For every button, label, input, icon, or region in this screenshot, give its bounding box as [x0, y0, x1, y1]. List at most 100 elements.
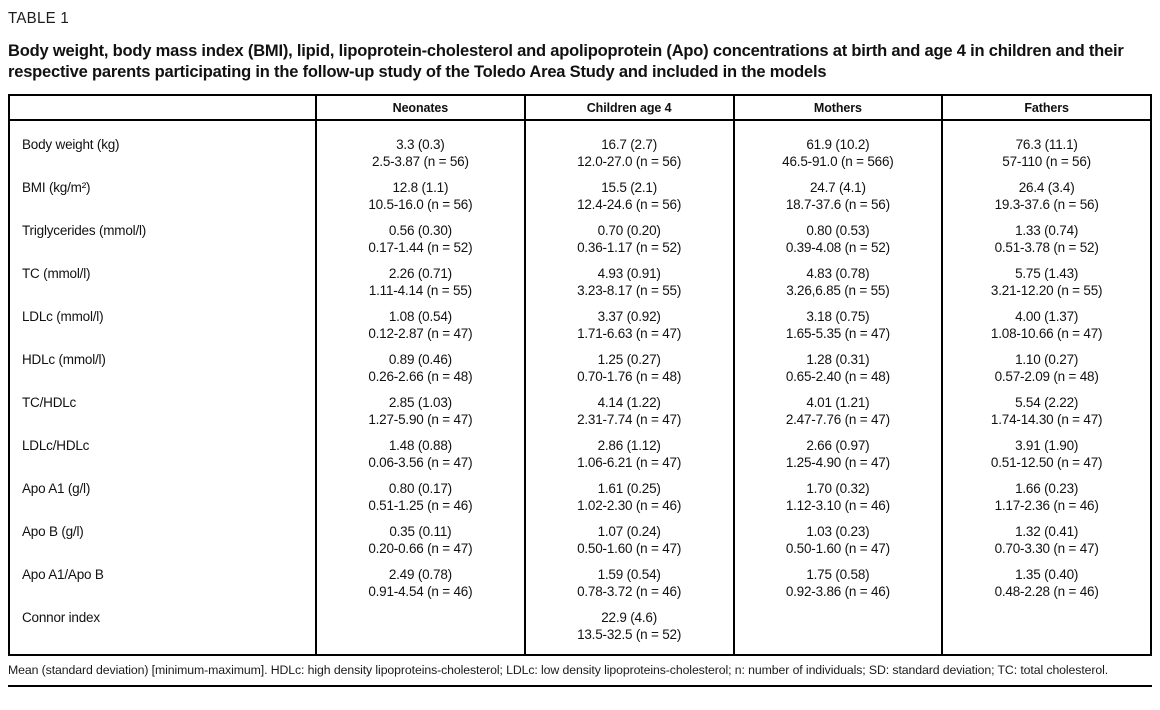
- cell-mean-sd: 1.48 (0.88): [388, 438, 452, 453]
- cell-range-n: 3.23-8.17 (n = 55): [577, 283, 682, 298]
- cell-mean-sd: 2.86 (1.12): [597, 438, 661, 453]
- cell-mean-sd: 1.66 (0.23): [1015, 481, 1079, 496]
- table-cell: 16.7 (2.7) 12.0-27.0 (n = 56): [526, 136, 733, 179]
- cell-mean-sd: 1.32 (0.41): [1015, 524, 1079, 539]
- cell-mean-sd: 4.93 (0.91): [597, 266, 661, 281]
- data-column-fathers: 76.3 (11.1) 57-110 (n = 56) 26.4 (3.4) 19.3…: [941, 121, 1150, 654]
- cell-mean-sd: 1.10 (0.27): [1015, 352, 1079, 367]
- table-cell: [317, 609, 524, 652]
- cell-mean-sd: 4.01 (1.21): [806, 395, 870, 410]
- cell-mean-sd: 5.54 (2.22): [1015, 395, 1079, 410]
- table-cell: 4.01 (1.21) 2.47-7.76 (n = 47): [735, 394, 942, 437]
- table-footnote: Mean (standard deviation) [minimum-maxim…: [8, 663, 1152, 687]
- table-cell: [943, 609, 1150, 652]
- cell-range-n: 0.26-2.66 (n = 48): [368, 369, 473, 384]
- table-cell: 22.9 (4.6) 13.5-32.5 (n = 52): [526, 609, 733, 652]
- table-cell: 2.26 (0.71) 1.11-4.14 (n = 55): [317, 265, 524, 308]
- table-cell: 1.35 (0.40) 0.48-2.28 (n = 46): [943, 566, 1150, 609]
- table-cell: 24.7 (4.1) 18.7-37.6 (n = 56): [735, 179, 942, 222]
- cell-range-n: 0.70-3.30 (n = 47): [994, 541, 1099, 556]
- cell-range-n: 1.71-6.63 (n = 47): [577, 326, 682, 341]
- cell-mean-sd: 16.7 (2.7): [601, 137, 658, 152]
- cell-range-n: 0.51-3.78 (n = 52): [994, 240, 1099, 255]
- cell-range-n: 1.11-4.14 (n = 55): [368, 283, 472, 298]
- cell-mean-sd: 0.89 (0.46): [388, 352, 452, 367]
- table-cell: 5.75 (1.43) 3.21-12.20 (n = 55): [943, 265, 1150, 308]
- cell-range-n: 0.78-3.72 (n = 46): [577, 584, 682, 599]
- table-cell: 26.4 (3.4) 19.3-37.6 (n = 56): [943, 179, 1150, 222]
- cell-range-n: 0.06-3.56 (n = 47): [368, 455, 473, 470]
- cell-range-n: 1.02-2.30 (n = 46): [577, 498, 682, 513]
- table-cell: 15.5 (2.1) 12.4-24.6 (n = 56): [526, 179, 733, 222]
- cell-range-n: 13.5-32.5 (n = 52): [577, 627, 682, 642]
- row-label: Apo A1 (g/l): [22, 481, 91, 496]
- table-cell: 1.70 (0.32) 1.12-3.10 (n = 46): [735, 480, 942, 523]
- cell-mean-sd: 3.91 (1.90): [1015, 438, 1079, 453]
- row-label: Triglycerides (mmol/l): [22, 223, 147, 238]
- row-label: TC/HDLc: [22, 395, 77, 410]
- row-label: HDLc (mmol/l): [22, 352, 106, 367]
- row-label: TC (mmol/l): [22, 266, 91, 281]
- table-cell: 1.10 (0.27) 0.57-2.09 (n = 48): [943, 351, 1150, 394]
- table-cell: 1.33 (0.74) 0.51-3.78 (n = 52): [943, 222, 1150, 265]
- header-cell-empty: [10, 96, 315, 119]
- table-body: Body weight (kg) BMI (kg/m²) Triglycerides…: [10, 121, 1150, 654]
- cell-range-n: 0.65-2.40 (n = 48): [785, 369, 890, 384]
- cell-mean-sd: 24.7 (4.1): [809, 180, 866, 195]
- cell-mean-sd: 76.3 (11.1): [1015, 137, 1078, 152]
- table-cell: 0.80 (0.53) 0.39-4.08 (n = 52): [735, 222, 942, 265]
- row-label: LDLc/HDLc: [22, 438, 90, 453]
- cell-mean-sd: 2.49 (0.78): [388, 567, 452, 582]
- table-cell: 1.59 (0.54) 0.78-3.72 (n = 46): [526, 566, 733, 609]
- table-cell: 3.37 (0.92) 1.71-6.63 (n = 47): [526, 308, 733, 351]
- cell-mean-sd: 1.28 (0.31): [806, 352, 870, 367]
- cell-mean-sd: 1.25 (0.27): [597, 352, 661, 367]
- table-cell: 0.80 (0.17) 0.51-1.25 (n = 46): [317, 480, 524, 523]
- cell-mean-sd: 26.4 (3.4): [1018, 180, 1075, 195]
- row-label: Connor index: [22, 610, 100, 625]
- table-cell: 5.54 (2.22) 1.74-14.30 (n = 47): [943, 394, 1150, 437]
- cell-range-n: 0.91-4.54 (n = 46): [368, 584, 473, 599]
- cell-mean-sd: 61.9 (10.2): [806, 137, 870, 152]
- cell-range-n: 0.92-3.86 (n = 46): [785, 584, 890, 599]
- table-cell: 1.07 (0.24) 0.50-1.60 (n = 47): [526, 523, 733, 566]
- table-cell: 12.8 (1.1) 10.5-16.0 (n = 56): [317, 179, 524, 222]
- cell-range-n: 0.57-2.09 (n = 48): [994, 369, 1099, 384]
- cell-range-n: 1.74-14.30 (n = 47): [990, 412, 1103, 427]
- table-cell: 4.83 (0.78) 3.26,6.85 (n = 55): [735, 265, 942, 308]
- table-cell: 3.91 (1.90) 0.51-12.50 (n = 47): [943, 437, 1150, 480]
- cell-mean-sd: 1.07 (0.24): [597, 524, 661, 539]
- table-cell: 0.56 (0.30) 0.17-1.44 (n = 52): [317, 222, 524, 265]
- table-cell: 3.18 (0.75) 1.65-5.35 (n = 47): [735, 308, 942, 351]
- row-label: BMI (kg/m²): [22, 180, 91, 195]
- cell-range-n: 0.36-1.17 (n = 52): [577, 240, 682, 255]
- cell-range-n: 46.5-91.0 (n = 566): [782, 154, 894, 169]
- cell-mean-sd: 4.83 (0.78): [806, 266, 870, 281]
- cell-mean-sd: 12.8 (1.1): [392, 180, 449, 195]
- header-cell-fathers: Fathers: [941, 96, 1150, 119]
- header-cell-mothers: Mothers: [732, 96, 942, 119]
- cell-mean-sd: 1.03 (0.23): [806, 524, 870, 539]
- cell-range-n: 0.51-12.50 (n = 47): [990, 455, 1103, 470]
- data-column-mothers: 61.9 (10.2) 46.5-91.0 (n = 566) 24.7 (4.1)…: [732, 121, 942, 654]
- cell-mean-sd: 1.33 (0.74): [1015, 223, 1079, 238]
- table-cell: 1.66 (0.23) 1.17-2.36 (n = 46): [943, 480, 1150, 523]
- cell-mean-sd: 1.35 (0.40): [1015, 567, 1079, 582]
- table-cell: 1.03 (0.23) 0.50-1.60 (n = 47): [735, 523, 942, 566]
- table-cell: 61.9 (10.2) 46.5-91.0 (n = 566): [735, 136, 942, 179]
- row-label: Body weight (kg): [22, 137, 120, 152]
- cell-mean-sd: 1.75 (0.58): [806, 567, 870, 582]
- cell-mean-sd: 1.59 (0.54): [597, 567, 661, 582]
- cell-mean-sd: 0.56 (0.30): [388, 223, 452, 238]
- table-cell: 1.75 (0.58) 0.92-3.86 (n = 46): [735, 566, 942, 609]
- cell-range-n: 3.21-12.20 (n = 55): [990, 283, 1103, 298]
- table-number-label: TABLE 1: [8, 10, 70, 27]
- cell-range-n: 0.70-1.76 (n = 48): [577, 369, 682, 384]
- table-cell: 1.28 (0.31) 0.65-2.40 (n = 48): [735, 351, 942, 394]
- cell-range-n: 0.12-2.87 (n = 47): [368, 326, 473, 341]
- cell-mean-sd: 1.61 (0.25): [597, 481, 661, 496]
- cell-range-n: 1.65-5.35 (n = 47): [785, 326, 890, 341]
- data-column-neonates: 3.3 (0.3) 2.5-3.87 (n = 56) 12.8 (1.1) 10.5…: [315, 121, 524, 654]
- cell-range-n: 2.5-3.87 (n = 56): [371, 154, 469, 169]
- cell-range-n: 19.3-37.6 (n = 56): [994, 197, 1099, 212]
